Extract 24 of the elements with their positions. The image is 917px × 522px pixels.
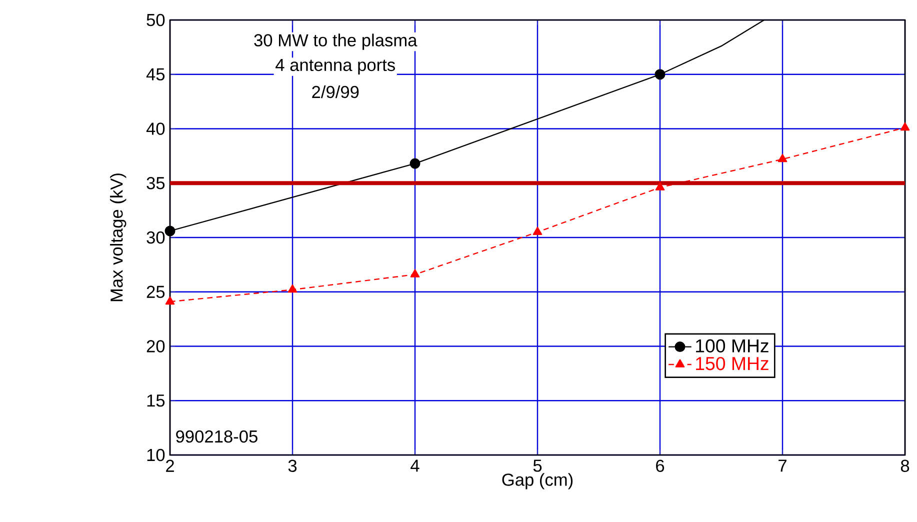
annotation: 990218-05 (176, 430, 258, 443)
y-tick-label: 20 (146, 340, 165, 352)
y-tick-label: 30 (146, 231, 165, 244)
x-tick-label: 6 (656, 460, 664, 472)
x-tick-label: 7 (778, 460, 786, 472)
x-axis-title: Gap (cm) (502, 473, 573, 490)
legend-label: 150 MHz (696, 356, 768, 370)
annotation: 2/9/99 (312, 85, 359, 98)
x-tick-label: 5 (533, 460, 542, 472)
y-tick-label: 50 (146, 14, 165, 26)
y-tick-label: 40 (146, 122, 165, 135)
x-tick-label: 2 (166, 460, 174, 472)
y-tick-label: 15 (147, 394, 165, 407)
y-tick-label: 25 (146, 286, 165, 298)
y-tick-label: 10 (147, 448, 165, 462)
y-tick-label: 35 (146, 176, 165, 190)
x-tick-label: 3 (288, 460, 297, 472)
x-tick-label: 8 (900, 460, 910, 472)
y-tick-label: 45 (146, 68, 165, 80)
y-axis-title: Max voltage (kV) (110, 174, 126, 302)
legend-label: 100 MHz (696, 339, 768, 352)
annotation: 30 MW to the plasma (254, 34, 418, 50)
annotation: 4 antenna ports (276, 59, 395, 75)
x-tick-label: 4 (410, 460, 420, 472)
